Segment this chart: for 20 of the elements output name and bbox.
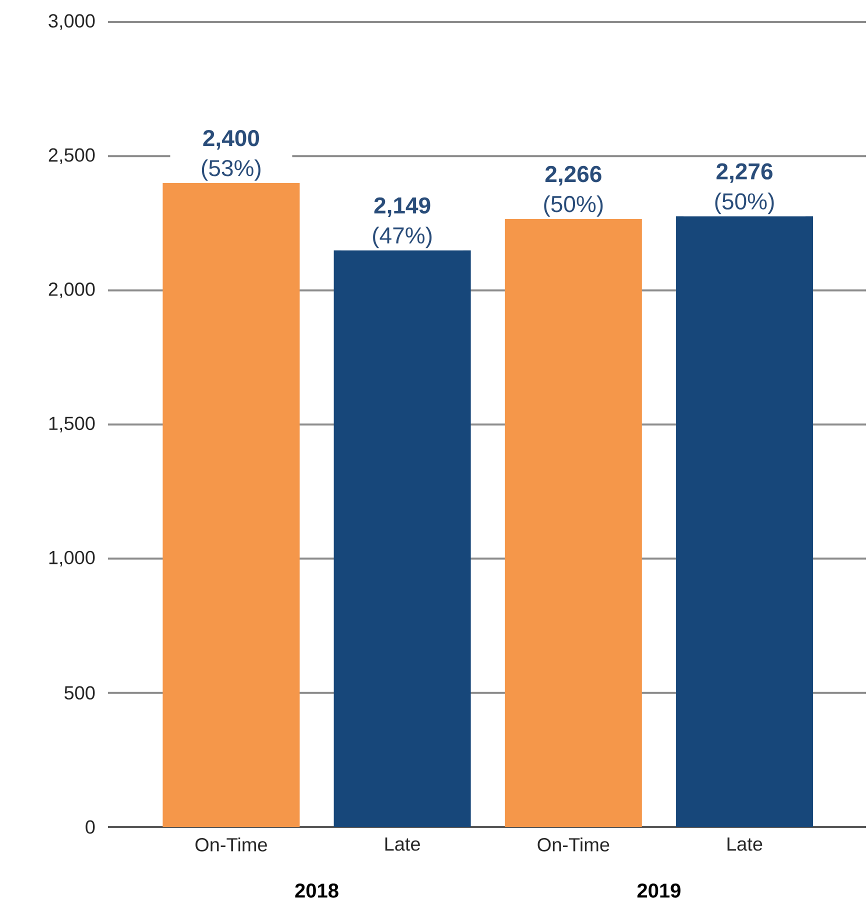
x-tick-label: Late (385, 838, 420, 851)
y-tick-label: 3,000 (48, 14, 95, 30)
y-tick-label: 1,000 (49, 550, 95, 567)
y-tick-label: 500 (64, 686, 95, 700)
y-tick-label: 1,500 (49, 416, 95, 432)
bar (162, 182, 300, 827)
text: 2019 (637, 884, 680, 898)
y-tick-label: 2,500 (48, 148, 95, 164)
bar (334, 250, 471, 827)
y-tick-label: 0 (86, 820, 95, 834)
data-label: 2,276 (50%) (715, 163, 774, 214)
text: 2018 (295, 884, 338, 898)
bar (676, 216, 814, 827)
y-tick-label: 2,000 (48, 282, 95, 298)
x-tick-label: On-Time (538, 838, 610, 852)
x-tick-label: Late (728, 838, 762, 851)
x-tick-label: On-Time (196, 838, 267, 852)
data-label: 2,400 (53%) (202, 130, 260, 181)
data-label: 2,149 (47%) (373, 197, 432, 248)
data-label: 2,266 (50%) (544, 166, 603, 217)
